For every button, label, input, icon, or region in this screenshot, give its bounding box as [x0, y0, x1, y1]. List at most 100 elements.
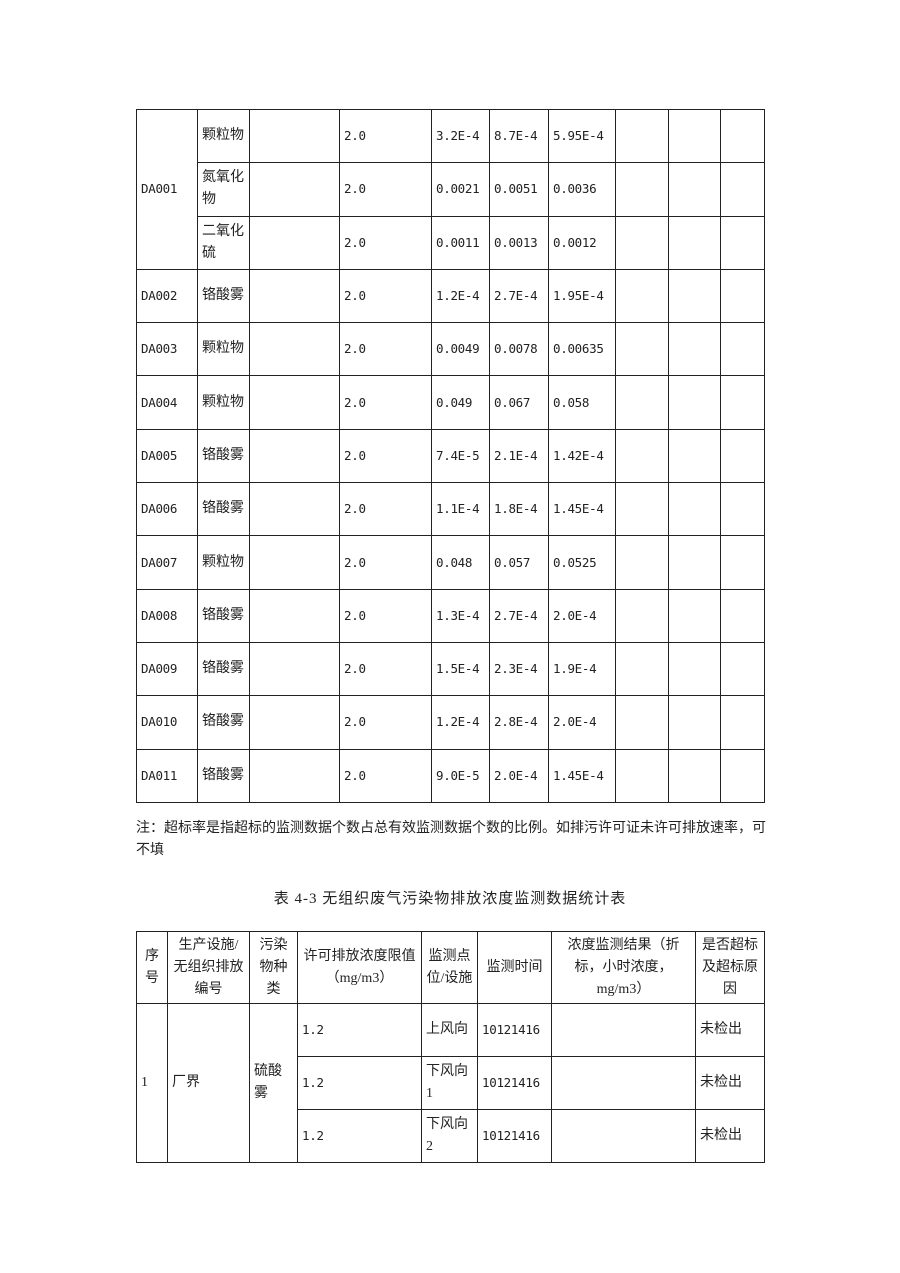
pollutant-cell: 铬酸雾	[197, 428, 250, 484]
outlet-cell: DA011	[136, 748, 198, 803]
max-cell: 2.3E-4	[489, 641, 549, 697]
empty-cell	[668, 588, 721, 643]
empty-cell	[720, 375, 765, 430]
min-cell: 9.0E-5	[431, 748, 490, 803]
empty-cell	[615, 375, 669, 430]
avg-cell: 0.0036	[548, 162, 616, 217]
avg-cell: 1.45E-4	[548, 482, 616, 537]
limit-cell: 1.2	[297, 1056, 422, 1110]
table-row: 1.2 下风向2 10121416 未检出	[137, 1109, 765, 1163]
pollutant-cell: 氮氧化物	[197, 162, 250, 217]
table-note: 注：超标率是指超标的监测数据个数占总有效监测数据个数的比例。如排污许可证未许可排…	[136, 821, 766, 858]
empty-cell	[720, 535, 765, 590]
empty-cell	[249, 588, 340, 643]
exceed-cell: 未检出	[695, 1109, 765, 1163]
limit-cell: 1.2	[297, 1109, 422, 1163]
max-cell: 0.0051	[489, 162, 549, 217]
max-cell: 2.7E-4	[489, 588, 549, 643]
avg-cell: 1.45E-4	[548, 748, 616, 803]
limit-cell: 2.0	[339, 428, 432, 484]
empty-cell	[615, 695, 669, 750]
pollutant-cell: 颗粒物	[197, 535, 250, 590]
min-cell: 1.2E-4	[431, 695, 490, 750]
table-row: DA008 铬酸雾 2.0 1.3E-4 2.7E-4 2.0E-4	[136, 588, 765, 643]
empty-cell	[668, 108, 721, 164]
empty-cell	[720, 162, 765, 217]
table-row: DA010 铬酸雾 2.0 1.2E-4 2.8E-4 2.0E-4	[136, 695, 765, 750]
min-cell: 0.0021	[431, 162, 490, 217]
limit-cell: 2.0	[339, 535, 432, 590]
avg-cell: 0.00635	[548, 322, 616, 377]
result-cell	[551, 1109, 696, 1163]
avg-cell: 5.95E-4	[548, 108, 616, 164]
limit-cell: 2.0	[339, 695, 432, 750]
header-cell: 监测时间	[477, 931, 552, 1004]
empty-cell	[249, 428, 340, 484]
min-cell: 1.2E-4	[431, 268, 490, 324]
outlet-cell: DA004	[136, 375, 198, 430]
empty-cell	[720, 588, 765, 643]
table-row: 1 厂界 硫酸雾 1.2 上风向 10121416 未检出	[136, 1003, 765, 1163]
empty-cell	[720, 268, 765, 324]
pollutant-cell: 颗粒物	[197, 108, 250, 164]
min-cell: 0.048	[431, 535, 490, 590]
empty-cell	[720, 322, 765, 377]
empty-cell	[615, 482, 669, 537]
empty-cell	[615, 588, 669, 643]
outlet-cell: DA003	[136, 322, 198, 377]
header-cell: 生产设施/无组织排放编号	[167, 931, 250, 1004]
empty-cell	[668, 375, 721, 430]
pollutant-cell: 铬酸雾	[197, 748, 250, 803]
limit-cell: 2.0	[339, 108, 432, 164]
max-cell: 0.067	[489, 375, 549, 430]
max-cell: 2.0E-4	[489, 748, 549, 803]
avg-cell: 1.42E-4	[548, 428, 616, 484]
empty-cell	[249, 215, 340, 270]
emission-rate-table: DA001 颗粒物 2.0 3.2E-4 8.7E-4 5.95E-4 氮氧化物 2.0 0.0…	[136, 108, 765, 803]
table-row: DA009 铬酸雾 2.0 1.5E-4 2.3E-4 1.9E-4	[136, 641, 765, 697]
empty-cell	[668, 215, 721, 270]
avg-cell: 0.0012	[548, 215, 616, 270]
empty-cell	[720, 108, 765, 164]
empty-cell	[668, 428, 721, 484]
avg-cell: 0.058	[548, 375, 616, 430]
table-row: DA004 颗粒物 2.0 0.049 0.067 0.058	[136, 375, 765, 430]
empty-cell	[615, 428, 669, 484]
time-cell: 10121416	[477, 1003, 552, 1057]
limit-cell: 1.2	[297, 1003, 422, 1057]
empty-cell	[615, 108, 669, 164]
table-row: DA005 铬酸雾 2.0 7.4E-5 2.1E-4 1.42E-4	[136, 428, 765, 484]
pollutant-cell: 颗粒物	[197, 322, 250, 377]
empty-cell	[249, 322, 340, 377]
header-cell: 监测点位/设施	[421, 931, 478, 1004]
max-cell: 0.057	[489, 535, 549, 590]
table-row: DA006 铬酸雾 2.0 1.1E-4 1.8E-4 1.45E-4	[136, 482, 765, 537]
min-cell: 3.2E-4	[431, 108, 490, 164]
pollutant-cell: 铬酸雾	[197, 695, 250, 750]
empty-cell	[668, 268, 721, 324]
empty-cell	[249, 162, 340, 217]
limit-cell: 2.0	[339, 482, 432, 537]
result-cell	[551, 1056, 696, 1110]
table-row: DA007 颗粒物 2.0 0.048 0.057 0.0525	[136, 535, 765, 590]
table-caption: 表 4-3 无组织废气污染物排放浓度监测数据统计表	[273, 891, 627, 907]
limit-cell: 2.0	[339, 748, 432, 803]
result-cell	[551, 1003, 696, 1057]
empty-cell	[668, 482, 721, 537]
min-cell: 1.3E-4	[431, 588, 490, 643]
outlet-cell: DA010	[136, 695, 198, 750]
avg-cell: 1.95E-4	[548, 268, 616, 324]
empty-cell	[249, 535, 340, 590]
empty-cell	[668, 162, 721, 217]
empty-cell	[615, 322, 669, 377]
fugitive-emission-table: 序号 生产设施/无组织排放编号 污染物种类 许可排放浓度限值（mg/m3） 监测…	[136, 931, 765, 1163]
pollutant-cell: 铬酸雾	[197, 588, 250, 643]
empty-cell	[720, 641, 765, 697]
outlet-cell: DA007	[136, 535, 198, 590]
empty-cell	[720, 215, 765, 270]
limit-cell: 2.0	[339, 268, 432, 324]
avg-cell: 0.0525	[548, 535, 616, 590]
exceed-cell: 未检出	[695, 1003, 765, 1057]
empty-cell	[615, 748, 669, 803]
empty-cell	[249, 641, 340, 697]
